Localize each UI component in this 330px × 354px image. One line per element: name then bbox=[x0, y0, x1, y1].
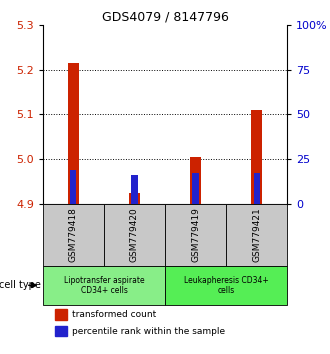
Text: percentile rank within the sample: percentile rank within the sample bbox=[72, 327, 225, 336]
Bar bbox=[165, 266, 287, 305]
Bar bbox=[129, 193, 140, 204]
Bar bbox=[192, 173, 199, 204]
Bar bbox=[104, 204, 165, 266]
Bar bbox=[43, 266, 165, 305]
Text: GSM779421: GSM779421 bbox=[252, 207, 261, 262]
Title: GDS4079 / 8147796: GDS4079 / 8147796 bbox=[102, 11, 228, 24]
Bar bbox=[55, 326, 67, 336]
Bar bbox=[43, 204, 104, 266]
Bar bbox=[68, 63, 79, 204]
Text: cell type: cell type bbox=[0, 280, 41, 290]
Text: GSM779418: GSM779418 bbox=[69, 207, 78, 262]
Bar bbox=[55, 309, 67, 320]
Text: Lipotransfer aspirate
CD34+ cells: Lipotransfer aspirate CD34+ cells bbox=[64, 276, 144, 295]
Bar bbox=[190, 157, 201, 204]
Bar bbox=[70, 170, 77, 204]
Bar bbox=[131, 175, 138, 204]
Bar bbox=[165, 204, 226, 266]
Bar bbox=[253, 173, 260, 204]
Text: Leukapheresis CD34+
cells: Leukapheresis CD34+ cells bbox=[184, 276, 268, 295]
Bar bbox=[251, 110, 262, 204]
Text: transformed count: transformed count bbox=[72, 310, 156, 319]
Text: GSM779419: GSM779419 bbox=[191, 207, 200, 262]
Bar bbox=[226, 204, 287, 266]
Text: GSM779420: GSM779420 bbox=[130, 207, 139, 262]
